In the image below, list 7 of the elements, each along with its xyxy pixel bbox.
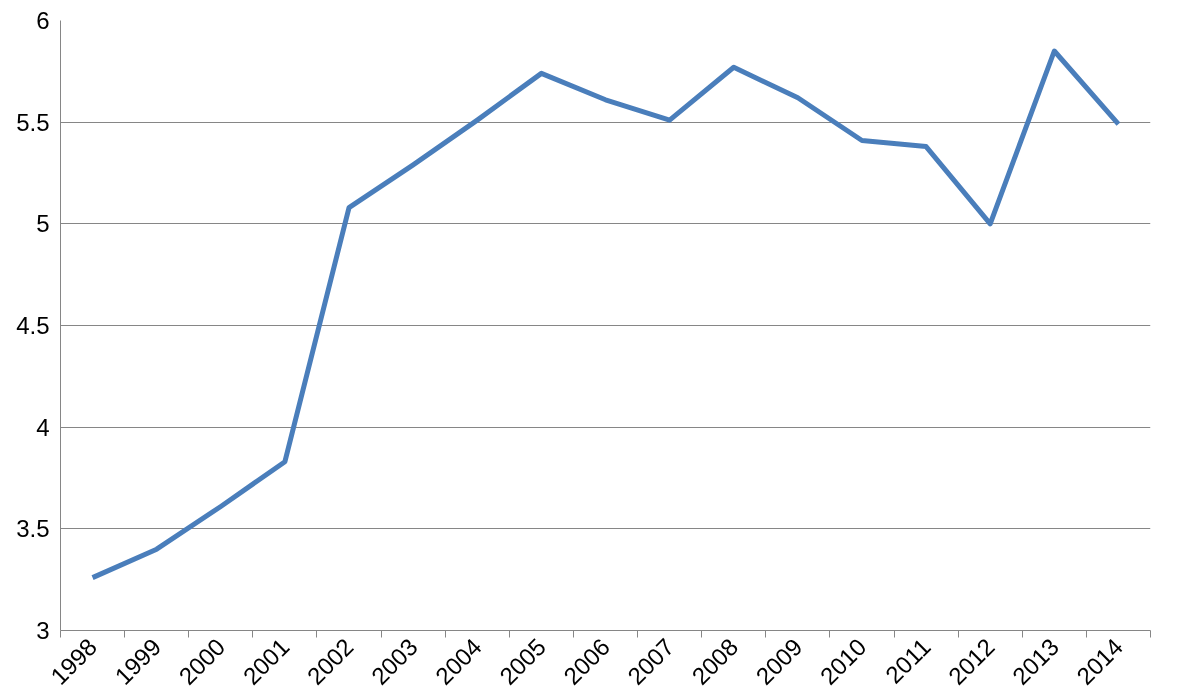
y-tick-label: 5.5 xyxy=(16,108,50,136)
y-tick-label: 3 xyxy=(36,617,50,644)
y-tick-label: 4.5 xyxy=(16,312,50,339)
y-tick-label: 3.5 xyxy=(16,515,50,543)
y-tick-label: 6 xyxy=(36,7,50,34)
y-tick-label: 5 xyxy=(36,210,50,238)
y-tick-label: 4 xyxy=(36,413,50,441)
